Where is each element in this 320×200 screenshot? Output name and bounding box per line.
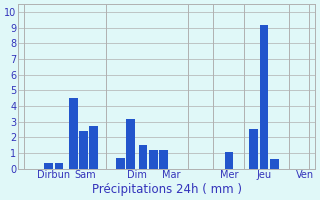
Bar: [159, 150, 168, 169]
Bar: [79, 131, 88, 169]
Bar: [69, 98, 77, 169]
Bar: [250, 129, 258, 169]
Bar: [126, 119, 135, 169]
Bar: [270, 159, 279, 169]
X-axis label: Précipitations 24h ( mm ): Précipitations 24h ( mm ): [92, 183, 242, 196]
Bar: [139, 145, 147, 169]
Bar: [225, 152, 234, 169]
Bar: [149, 150, 157, 169]
Bar: [89, 126, 98, 169]
Bar: [54, 163, 63, 169]
Bar: [116, 158, 125, 169]
Bar: [260, 25, 268, 169]
Bar: [44, 163, 53, 169]
